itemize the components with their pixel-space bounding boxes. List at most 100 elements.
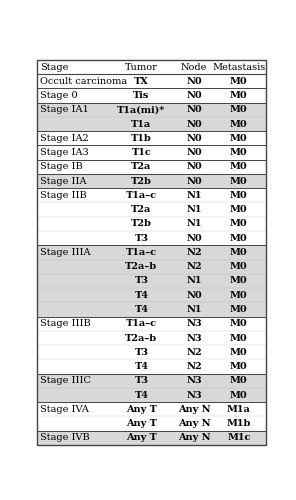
Text: N3: N3: [186, 390, 202, 400]
Text: N0: N0: [186, 290, 202, 300]
Text: M0: M0: [230, 234, 248, 242]
Bar: [37, 160, 266, 174]
Text: M0: M0: [230, 290, 248, 300]
Text: Tumor: Tumor: [125, 62, 158, 72]
Text: T2b: T2b: [131, 176, 152, 186]
Text: M1b: M1b: [227, 419, 251, 428]
Text: Stage IA3: Stage IA3: [41, 148, 89, 157]
Text: T2a–b: T2a–b: [125, 334, 157, 342]
Text: T3: T3: [134, 276, 148, 285]
Text: M0: M0: [230, 106, 248, 114]
Text: N3: N3: [186, 376, 202, 386]
Text: N0: N0: [186, 134, 202, 143]
Bar: [37, 331, 266, 345]
Text: Stage IVA: Stage IVA: [41, 405, 89, 414]
Bar: [37, 202, 266, 217]
Text: M0: M0: [230, 305, 248, 314]
Text: Stage IIIA: Stage IIIA: [41, 248, 91, 257]
Text: M0: M0: [230, 148, 248, 157]
Text: T1a–c: T1a–c: [126, 319, 157, 328]
Text: Any T: Any T: [126, 405, 157, 414]
Text: M0: M0: [230, 120, 248, 128]
Bar: [37, 374, 266, 388]
Text: T1b: T1b: [131, 134, 152, 143]
Text: N0: N0: [186, 176, 202, 186]
Text: Stage IVB: Stage IVB: [41, 434, 90, 442]
Bar: [37, 231, 266, 246]
Text: T4: T4: [134, 390, 148, 400]
Text: N0: N0: [186, 76, 202, 86]
Bar: [37, 188, 266, 202]
Bar: [37, 288, 266, 302]
Text: N1: N1: [186, 191, 202, 200]
Text: M0: M0: [230, 205, 248, 214]
Bar: [37, 217, 266, 231]
Text: N1: N1: [186, 220, 202, 228]
Text: N0: N0: [186, 162, 202, 172]
Text: T1a–c: T1a–c: [126, 191, 157, 200]
Text: Metastasis: Metastasis: [212, 62, 266, 72]
Bar: [37, 146, 266, 160]
Text: N1: N1: [186, 305, 202, 314]
Text: T1c: T1c: [131, 148, 151, 157]
Bar: [37, 345, 266, 360]
Text: N1: N1: [186, 205, 202, 214]
Text: Any N: Any N: [178, 419, 210, 428]
Text: M0: M0: [230, 376, 248, 386]
Text: T3: T3: [134, 348, 148, 357]
Text: M0: M0: [230, 220, 248, 228]
Bar: [37, 416, 266, 430]
Text: M0: M0: [230, 76, 248, 86]
Text: N2: N2: [186, 362, 202, 371]
Text: T2a: T2a: [131, 162, 152, 172]
Text: M0: M0: [230, 390, 248, 400]
Text: T3: T3: [134, 376, 148, 386]
Text: N0: N0: [186, 234, 202, 242]
Text: T2b: T2b: [131, 220, 152, 228]
Text: T1a–c: T1a–c: [126, 248, 157, 257]
Text: T4: T4: [134, 290, 148, 300]
Text: T4: T4: [134, 362, 148, 371]
Text: M0: M0: [230, 91, 248, 100]
Text: N2: N2: [186, 348, 202, 357]
Bar: [37, 246, 266, 260]
Bar: [37, 302, 266, 316]
Bar: [37, 360, 266, 374]
Text: TX: TX: [134, 76, 149, 86]
Bar: [37, 430, 266, 445]
Text: M0: M0: [230, 262, 248, 271]
Text: Tis: Tis: [133, 91, 149, 100]
Text: T1a: T1a: [131, 120, 152, 128]
Text: Node: Node: [181, 62, 207, 72]
Text: Any T: Any T: [126, 434, 157, 442]
Text: M0: M0: [230, 334, 248, 342]
Bar: [37, 117, 266, 131]
Text: M0: M0: [230, 176, 248, 186]
Text: N1: N1: [186, 276, 202, 285]
Bar: [37, 316, 266, 331]
Text: Stage: Stage: [41, 62, 69, 72]
Text: M0: M0: [230, 248, 248, 257]
Text: M0: M0: [230, 362, 248, 371]
Text: Stage 0: Stage 0: [41, 91, 78, 100]
Bar: [37, 274, 266, 288]
Text: T1a(mi)*: T1a(mi)*: [117, 106, 165, 114]
Text: N2: N2: [186, 248, 202, 257]
Text: Occult carcinoma: Occult carcinoma: [41, 76, 128, 86]
Text: Any N: Any N: [178, 405, 210, 414]
Bar: [37, 260, 266, 274]
Bar: [37, 60, 266, 74]
Text: N2: N2: [186, 262, 202, 271]
Text: M0: M0: [230, 276, 248, 285]
Text: N0: N0: [186, 148, 202, 157]
Bar: [37, 388, 266, 402]
Text: N3: N3: [186, 334, 202, 342]
Bar: [37, 174, 266, 188]
Text: Stage IA1: Stage IA1: [41, 106, 89, 114]
Text: Any N: Any N: [178, 434, 210, 442]
Bar: [37, 131, 266, 146]
Text: Stage IIA: Stage IIA: [41, 176, 87, 186]
Text: M1a: M1a: [227, 405, 251, 414]
Text: M0: M0: [230, 134, 248, 143]
Text: M0: M0: [230, 162, 248, 172]
